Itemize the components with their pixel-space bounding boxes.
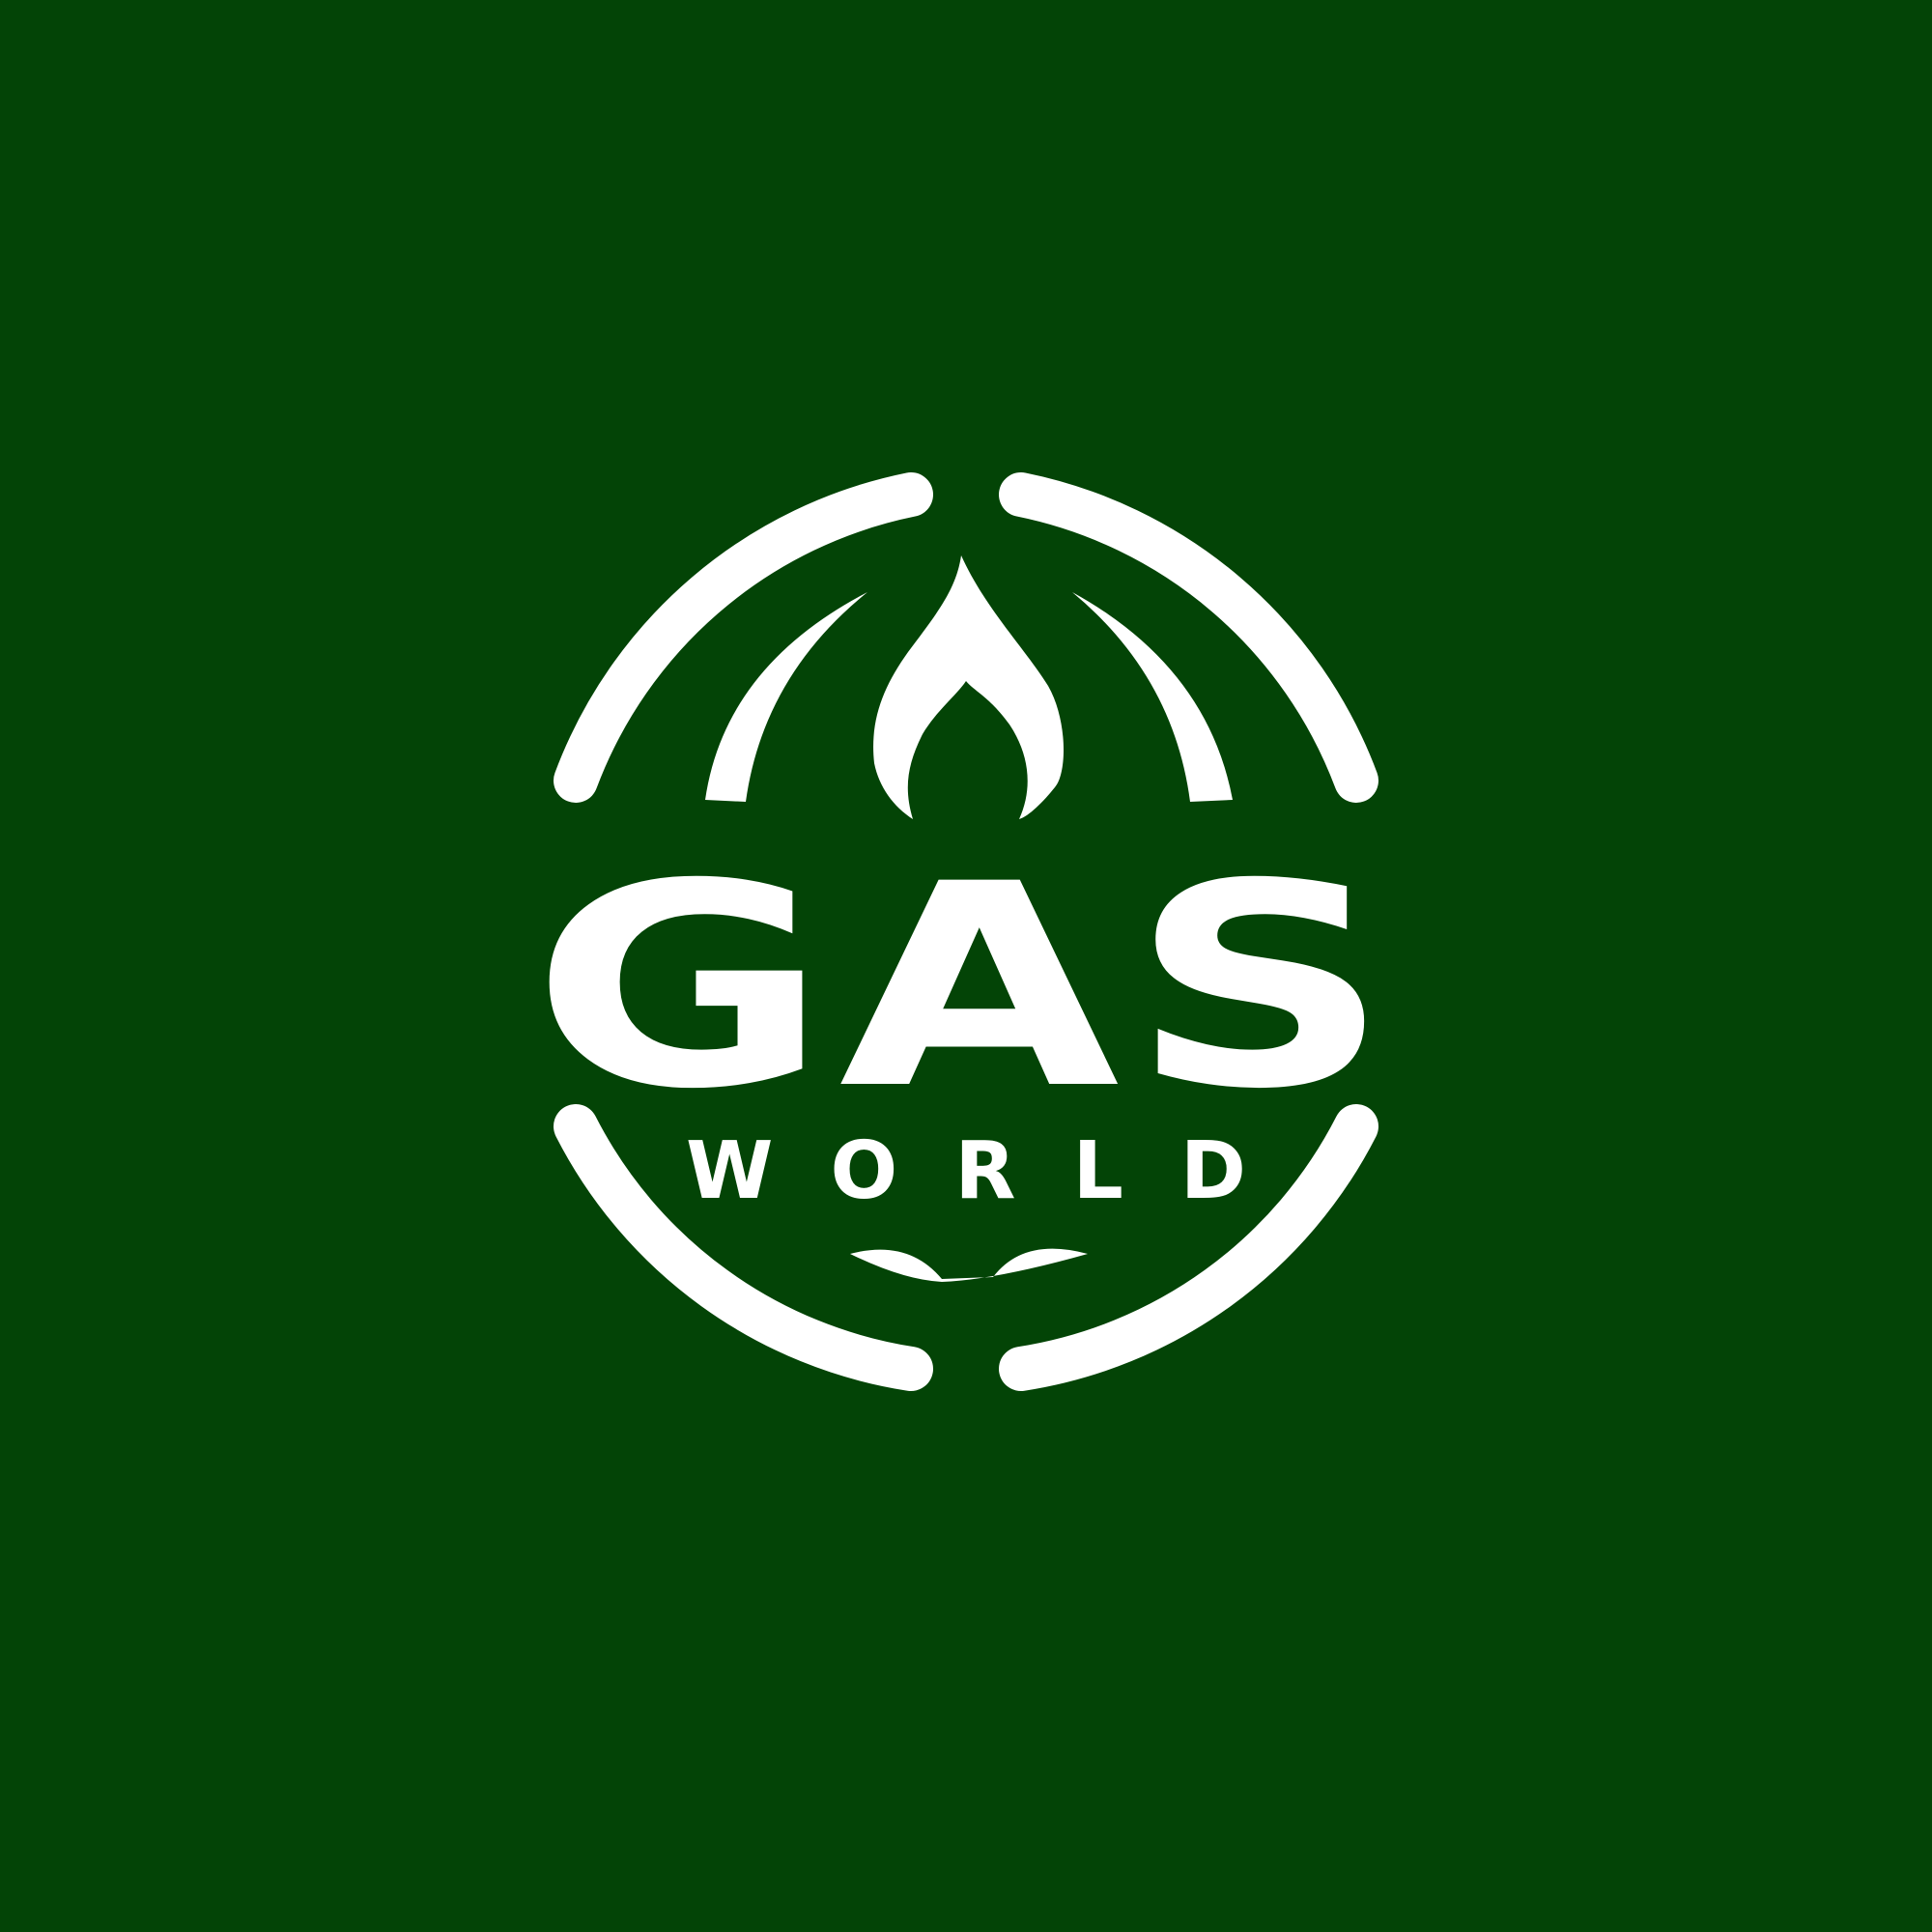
inner-arc-left: [705, 592, 867, 802]
flame-icon: [873, 555, 1065, 819]
inner-arcs: [705, 592, 1233, 1282]
ring-segment-bottom-right: [999, 1104, 1378, 1391]
ring-segment-top-right: [999, 472, 1378, 803]
inner-arc-right: [1072, 592, 1233, 802]
logo-word-main: GAS: [531, 825, 1401, 1151]
ring-segment-bottom-left: [554, 1104, 933, 1391]
ring-segment-top-left: [554, 472, 933, 803]
inner-arc-bottom: [850, 1248, 1088, 1282]
globe-ring: [554, 472, 1378, 1391]
